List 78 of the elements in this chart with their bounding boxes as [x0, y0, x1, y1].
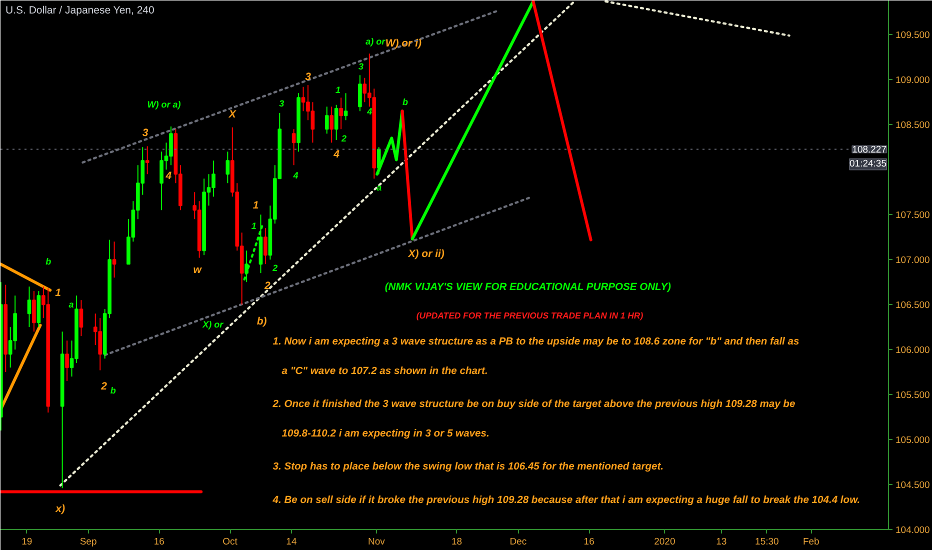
ref-line-label: 108.227	[852, 144, 887, 156]
annotation: 4	[164, 170, 172, 182]
y-tick-label: 104.500	[896, 480, 930, 492]
annotation: 2	[340, 134, 347, 144]
annotation: 1	[336, 85, 341, 96]
annotation: w	[193, 264, 202, 276]
annotation: b	[402, 97, 409, 108]
x-tick-label: 19	[22, 536, 32, 548]
candlestick	[112, 241, 116, 278]
candlestick	[226, 151, 230, 184]
annotation: X) or ii)	[407, 248, 445, 260]
y-tick-label: 104.000	[896, 525, 930, 536]
y-tick-label: 106.500	[896, 300, 930, 312]
candlestick	[65, 340, 69, 382]
annotation: 1	[251, 221, 256, 232]
annotation: 01:24:35	[850, 158, 887, 170]
annotation: a	[376, 182, 382, 193]
text: 2. Once it finished the 3 wave structure be on buy side of the target above the previous high 109.28 may be 109.8-110.2 i am expecting in 3 or 5 waves.	[272, 399, 796, 440]
text: 1. Now i am expecting a 3 wave structure as a PB to the upside may be to 108.6 zone for "b" and then fall as a "C" wave to 107.2 as shown in the chart.	[272, 336, 800, 377]
annotation: 4	[292, 170, 298, 181]
annotation: 3	[305, 71, 312, 84]
x-tick-label: Sep	[80, 536, 97, 548]
annotation: x)	[54, 503, 66, 516]
candlestick	[344, 92, 348, 121]
annotation: 3. Stop has to place below the swing low that is 106.45 for the mentioned target.	[272, 462, 664, 473]
candlestick	[334, 104, 338, 140]
annotation: W) or i)	[385, 38, 422, 50]
candlestick	[264, 228, 268, 265]
x-tick-label: Dec	[510, 536, 527, 548]
candlestick	[79, 300, 84, 337]
annotation: b)	[256, 316, 268, 328]
annotation: 1	[55, 287, 62, 300]
candlestick	[339, 97, 343, 130]
x-tick-label: 18	[452, 536, 462, 548]
y-tick-label: 107.000	[896, 255, 930, 266]
x-tick-label: Oct	[222, 536, 238, 548]
y-tick-label: 106.000	[896, 345, 930, 356]
annotation: b	[46, 256, 52, 267]
text: (NMK VIJAY'S VIEW FOR EDUCATIONAL PURPOSE ONLY)	[384, 282, 672, 293]
annotation: 4. Be on sell side if it broke the previous high 109.28 because after that i am expecting a huge fall to break the 104.4 low.	[272, 494, 860, 506]
annotation: 3	[358, 62, 364, 72]
x-tick-label: 13	[716, 536, 727, 548]
annotation: 2	[264, 280, 271, 292]
x-tick-label: 16	[154, 536, 164, 548]
annotation: W) or a)	[147, 99, 181, 110]
x-tick-label: 2020	[654, 536, 676, 548]
x-tick-label: 16	[584, 536, 594, 548]
annotation: 4	[366, 106, 372, 117]
candlestick	[292, 128, 296, 166]
y-tick-label: 105.500	[896, 390, 930, 402]
annotation: a	[68, 300, 74, 310]
candlestick	[32, 290, 36, 332]
x-tick-label: Nov	[368, 536, 386, 548]
y-tick-label: 108.500	[896, 120, 930, 132]
x-tick-label: 14	[286, 536, 297, 548]
x-tick-label: Feb	[802, 536, 820, 548]
y-tick-label: 109.500	[896, 30, 930, 42]
y-tick-label: 107.500	[896, 210, 930, 222]
annotation: X	[228, 108, 237, 120]
annotation: b	[110, 385, 116, 396]
x-tick-label: 15:30	[755, 536, 779, 548]
annotation: 2	[272, 263, 278, 274]
candlestick	[145, 146, 150, 175]
annotation: X) or	[202, 320, 224, 330]
annotation: (UPDATED FOR THE PREVIOUS TRADE PLAN IN 1 HR)	[416, 310, 644, 321]
candlestick	[324, 106, 329, 134]
annotation: 4	[332, 148, 340, 161]
annotation: a) or	[366, 36, 386, 47]
annotation: 3	[142, 127, 148, 140]
candlestick	[330, 106, 334, 144]
y-tick-label: 105.000	[896, 435, 930, 446]
candlestick	[27, 286, 32, 328]
chart-title: U.S. Dollar / Japanese Yen, 240	[6, 4, 155, 16]
annotation: 3	[279, 98, 284, 108]
y-tick-label: 109.000	[896, 75, 930, 86]
annotation: 2	[100, 380, 108, 392]
annotation: 1	[252, 200, 259, 212]
candlestick	[358, 74, 362, 112]
